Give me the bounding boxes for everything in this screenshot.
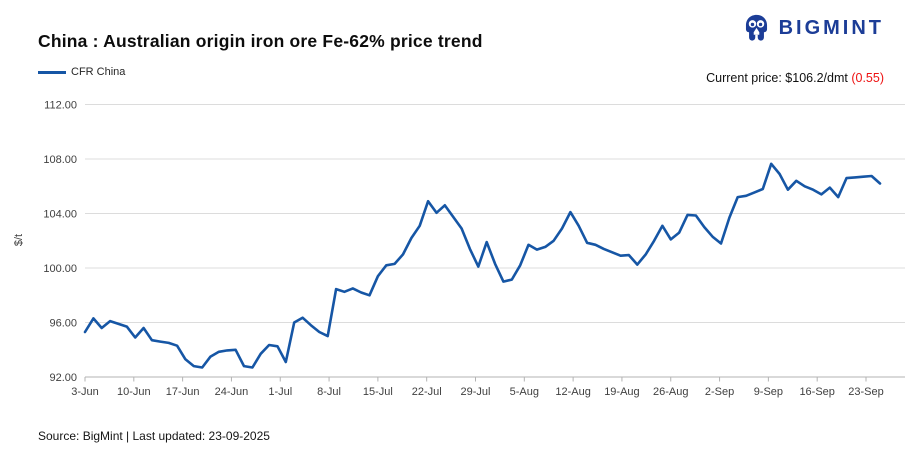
chart-legend: CFR China — [38, 66, 125, 78]
y-tick-label: 100.00 — [43, 263, 77, 275]
y-axis-title: $/t — [13, 234, 25, 246]
x-tick-label: 8-Jul — [317, 386, 341, 398]
x-tick-label: 9-Sep — [754, 386, 783, 398]
brand-logo: BIGMINT — [741, 13, 884, 44]
legend-series-label: CFR China — [71, 66, 126, 78]
x-tick-label: 22-Jul — [412, 386, 442, 398]
x-tick-label: 24-Jun — [215, 386, 249, 398]
y-tick-label: 108.00 — [43, 154, 77, 166]
source-note: Source: BigMint | Last updated: 23-09-20… — [38, 429, 270, 443]
current-price-text: Current price: $106.2/dmt — [706, 71, 848, 85]
page-title: China : Australian origin iron ore Fe-62… — [38, 31, 483, 51]
x-tick-label: 29-Jul — [461, 386, 491, 398]
x-tick-label: 5-Aug — [510, 386, 539, 398]
x-tick-label: 15-Jul — [363, 386, 393, 398]
x-tick-label: 26-Aug — [653, 386, 688, 398]
x-tick-label: 23-Sep — [848, 386, 883, 398]
y-tick-label: 112.00 — [44, 100, 77, 112]
x-tick-label: 19-Aug — [604, 386, 639, 398]
y-tick-label: 96.00 — [49, 318, 77, 330]
bigmint-logo-icon — [741, 13, 772, 44]
y-tick-label: 92.00 — [49, 372, 77, 384]
x-tick-label: 16-Sep — [799, 386, 834, 398]
y-tick-label: 104.00 — [43, 209, 77, 221]
x-tick-label: 2-Sep — [705, 386, 734, 398]
current-price: Current price: $106.2/dmt (0.55) — [706, 71, 884, 85]
x-tick-label: 1-Jul — [268, 386, 292, 398]
x-tick-label: 17-Jun — [166, 386, 200, 398]
x-tick-label: 12-Aug — [555, 386, 590, 398]
current-price-change: (0.55) — [851, 71, 884, 85]
x-tick-label: 3-Jun — [71, 386, 99, 398]
brand-name: BIGMINT — [778, 17, 884, 39]
x-tick-label: 10-Jun — [117, 386, 151, 398]
legend-line-swatch — [38, 70, 66, 74]
price-line-cfr-china — [83, 162, 882, 369]
